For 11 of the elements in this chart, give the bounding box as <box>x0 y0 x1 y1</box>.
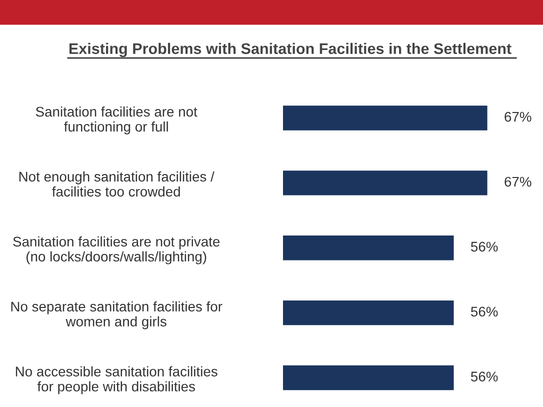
data-label: 56% <box>470 306 498 317</box>
data-label: 56% <box>470 242 498 252</box>
data-label: 67% <box>504 176 532 187</box>
y-tick-label: Not enough sanitation facilities / facilities too crowded <box>19 171 214 197</box>
y-tick-label: Sanitation facilities are not functioning or full <box>36 106 198 134</box>
data-label: 56% <box>470 372 498 382</box>
chart-title: Existing Problems with Sanitation Facilities in the Settlement <box>69 42 512 58</box>
y-tick-label: No separate sanitation facilities for women and girls <box>11 301 222 330</box>
y-tick-label: No accessible sanitation facilities for people with disabilities <box>16 366 218 394</box>
data-label: 67% <box>504 112 532 122</box>
y-tick-label: Sanitation facilities are not private (no locks/doors/walls/lighting) <box>13 236 220 264</box>
